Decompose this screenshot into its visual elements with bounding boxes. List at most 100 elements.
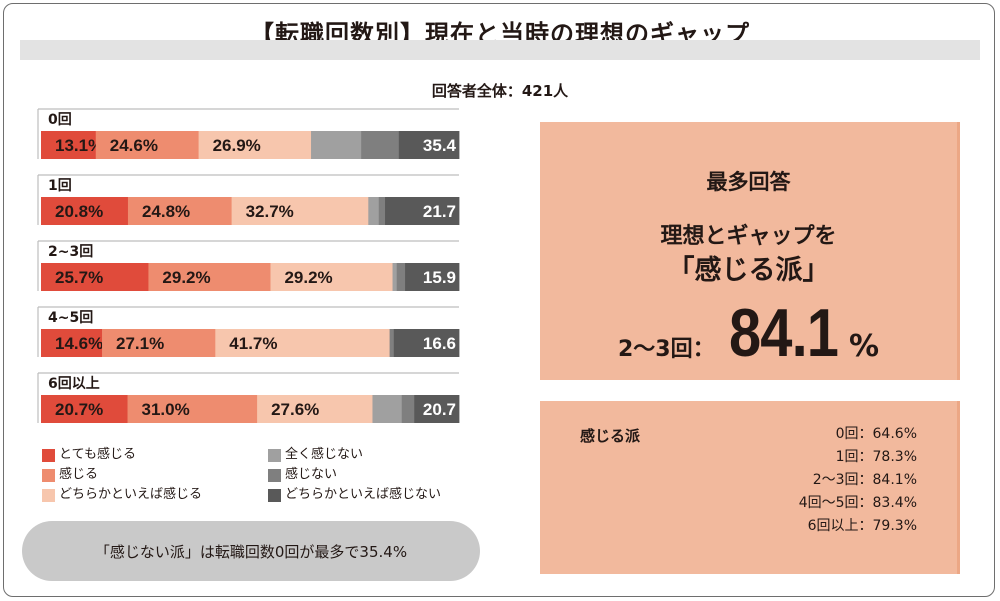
legend-swatch — [42, 468, 55, 482]
row-frame — [37, 372, 459, 423]
data-label: 27.1% — [116, 334, 164, 353]
legend-swatch — [268, 468, 281, 482]
legend-swatch — [268, 448, 281, 462]
bar-segment — [361, 131, 400, 159]
legend-swatch — [42, 448, 55, 462]
summary-list: 0回：64.6% 1回：78.3% 2〜3回：84.1% 4回〜5回：83.4%… — [799, 423, 917, 538]
row-frame — [37, 174, 459, 225]
bar-segment — [215, 329, 391, 357]
data-label: 25.7% — [55, 268, 103, 287]
summary-box: 感じる派 0回：64.6% 1回：78.3% 2〜3回：84.1% 4回〜5回：… — [540, 401, 960, 574]
stacked-bar-chart: 0回 13.1% 24.6% 26.9% 35.4 1回 20.8% 24.8% 32.7% 21… — [37, 108, 460, 423]
bar-segment — [41, 131, 97, 159]
legend-item: 感じない — [268, 465, 441, 485]
row-frame — [37, 108, 459, 159]
legend-item: どちらかといえば感じる — [42, 485, 202, 505]
card-frame — [3, 3, 995, 597]
legend-label: どちらかといえば感じる — [59, 487, 203, 502]
bar-segment — [414, 395, 460, 423]
note-pill: 「感じない派」は転職回数0回が最多で35.4% — [22, 521, 480, 581]
data-label: 15.9 — [423, 268, 456, 287]
highlight-box: 最多回答 理想とギャップを 「感じる派」 2〜3回： 84.1 % — [540, 122, 960, 380]
legend-label: どちらかといえば感じない — [285, 487, 442, 502]
bar-segment — [392, 263, 398, 291]
highlight-line1: 理想とギャップを — [660, 224, 837, 249]
highlight-unit: % — [848, 329, 880, 364]
highlight-value: 84.1 — [728, 295, 839, 371]
data-label: 21.7 — [423, 202, 456, 221]
legend-label: とても感じる — [59, 447, 136, 462]
bar-segment — [95, 131, 199, 159]
data-label: 27.6% — [271, 400, 319, 419]
legend-item: 感じる — [42, 465, 202, 485]
bar-segment — [41, 329, 103, 357]
data-label: 29.2% — [162, 268, 210, 287]
legend-item: どちらかといえば感じない — [268, 485, 441, 505]
legend-label: 感じない — [285, 467, 338, 482]
bar-segment — [41, 197, 129, 225]
bar-segment — [385, 197, 460, 225]
category-label: 4~5回 — [48, 310, 93, 326]
bar-segment — [257, 395, 373, 423]
data-label: 26.9% — [213, 136, 261, 155]
legend-swatch — [42, 488, 55, 502]
highlight-group-label: 2〜3回： — [617, 337, 715, 362]
legend-label: 感じる — [59, 467, 99, 482]
data-label: 32.7% — [246, 202, 294, 221]
bar-segment — [102, 329, 216, 357]
bar-segment — [127, 395, 258, 423]
legend-label: 全く感じない — [285, 447, 364, 462]
respondent-count: 回答者全体：421人 — [431, 82, 569, 100]
bar-segment — [311, 131, 362, 159]
data-label: 31.0% — [142, 400, 190, 419]
category-label: 0回 — [48, 112, 72, 128]
title-underline-bar — [20, 40, 980, 60]
category-label: 1回 — [48, 178, 72, 194]
data-label: 16.6 — [423, 334, 456, 353]
bar-segment — [378, 197, 386, 225]
summary-row: 1回：78.3% — [835, 449, 917, 465]
row-frame — [37, 240, 459, 291]
legend-left: とても感じる 感じる どちらかといえば感じる — [42, 445, 202, 505]
summary-label: 感じる派 — [580, 427, 641, 445]
data-label: 14.6% — [55, 334, 103, 353]
bar-segment — [389, 329, 395, 357]
bar-segment — [231, 197, 369, 225]
data-label: 29.2% — [284, 268, 332, 287]
highlight-line2: 「感じる派」 — [667, 255, 830, 286]
category-label: 6回以上 — [48, 376, 100, 392]
summary-row: 0回：64.6% — [835, 426, 917, 442]
highlight-heading: 最多回答 — [706, 170, 791, 194]
legend-item: とても感じる — [42, 445, 202, 465]
bar-segment — [368, 197, 380, 225]
row-frame — [37, 306, 459, 357]
bar-segment — [41, 263, 149, 291]
data-label: 20.7 — [423, 400, 456, 419]
legend-item: 全く感じない — [268, 445, 441, 465]
bar-segment — [405, 263, 460, 291]
bar-segment — [270, 263, 393, 291]
data-label: 24.8% — [142, 202, 190, 221]
summary-row: 6回以上：79.3% — [807, 518, 917, 534]
bar-segment — [396, 263, 406, 291]
data-label: 20.8% — [55, 202, 103, 221]
bar-segment — [148, 263, 271, 291]
bar-segment — [127, 197, 233, 225]
data-label: 24.6% — [110, 136, 158, 155]
legend-swatch — [268, 488, 281, 502]
note-text: 「感じない派」は転職回数0回が最多で35.4% — [94, 542, 408, 561]
bar-segment — [372, 395, 403, 423]
data-label: 20.7% — [55, 400, 103, 419]
bar-segment — [401, 395, 415, 423]
category-label: 2~3回 — [48, 244, 93, 260]
data-label: 41.7% — [229, 334, 277, 353]
summary-row: 4回〜5回：83.4% — [798, 495, 917, 511]
bar-segment — [198, 131, 312, 159]
summary-row: 2〜3回：84.1% — [812, 472, 917, 488]
bar-segment — [393, 329, 460, 357]
data-label: 13.1% — [55, 136, 103, 155]
highlight-stat: 2〜3回： 84.1 % — [540, 294, 957, 371]
legend-right: 全く感じない 感じない どちらかといえば感じない — [268, 445, 441, 505]
bar-segment — [398, 131, 460, 159]
data-label: 35.4 — [423, 136, 457, 155]
